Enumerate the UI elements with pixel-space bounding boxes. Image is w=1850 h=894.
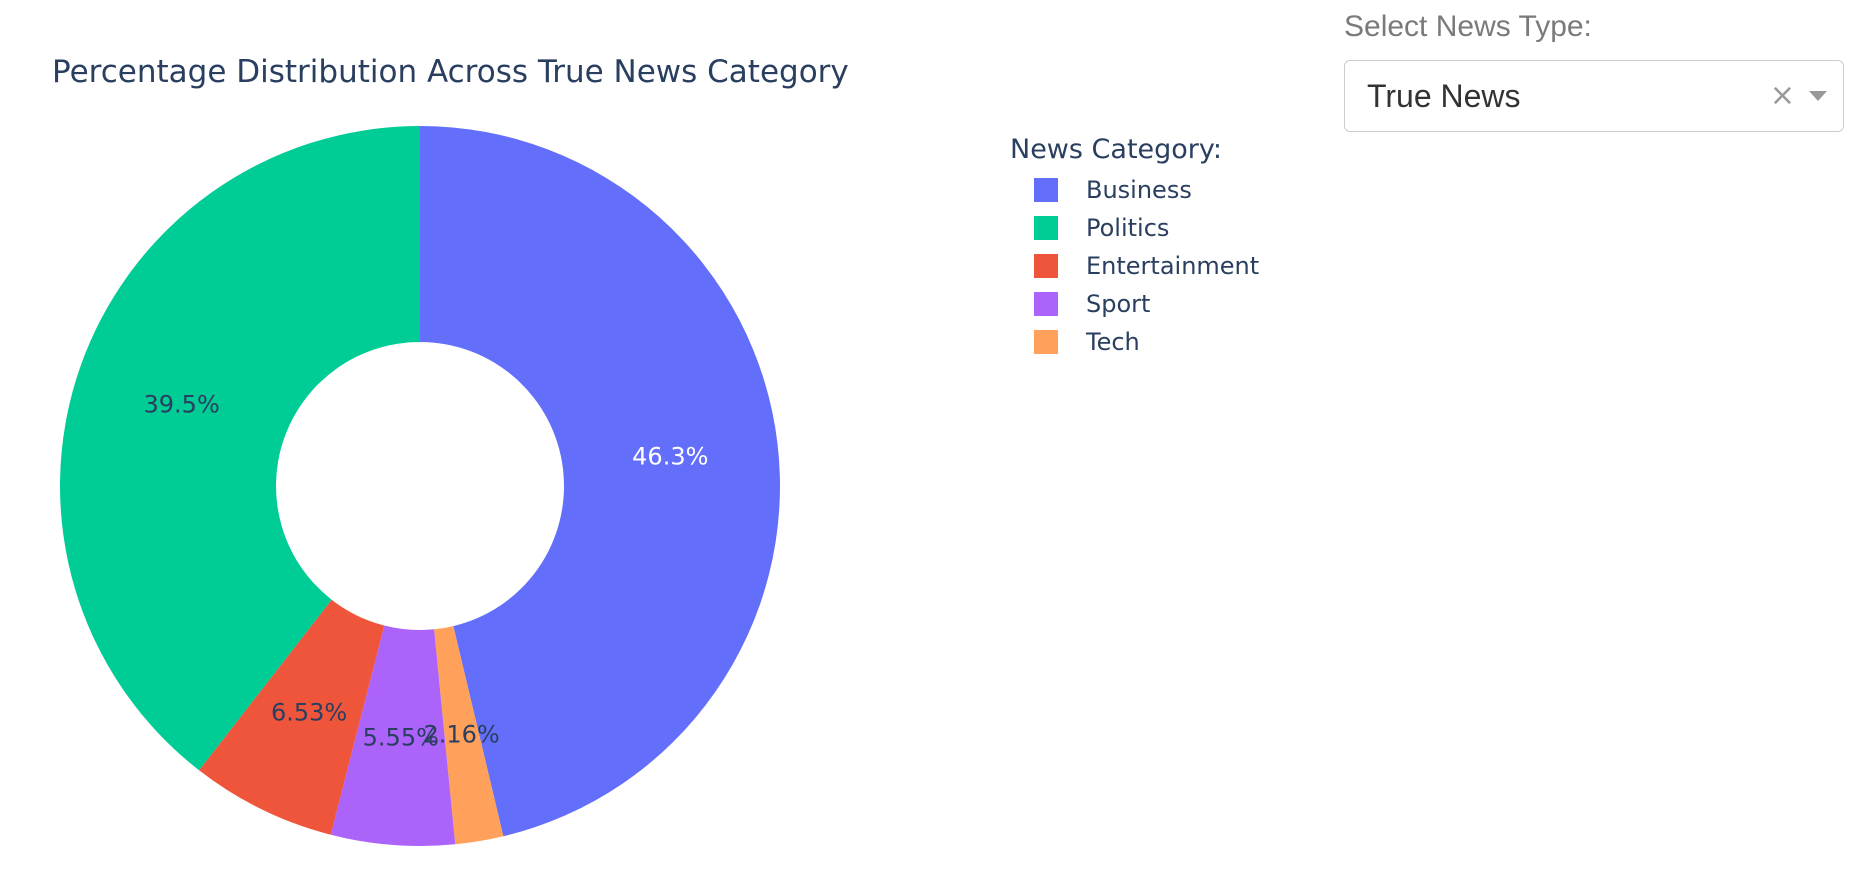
legend-title: News Category: [1010,134,1223,165]
legend-label: Tech [1086,328,1140,356]
pie-slice-labels: 46.3% 2.16%5.55% 6.53% 39.5% [144,390,709,751]
legend-item-business[interactable]: Business [1034,171,1259,209]
legend-item-sport[interactable]: Sport [1034,285,1259,323]
legend-item-politics[interactable]: Politics [1034,209,1259,247]
clear-icon[interactable]: × [1769,78,1795,113]
legend-label: Sport [1086,290,1151,318]
legend-label: Entertainment [1086,252,1260,280]
slice-label-entertainment: 6.53% [271,698,347,726]
selector-label: Select News Type: [1344,10,1592,43]
legend-swatch [1034,330,1058,354]
legend-item-entertainment[interactable]: Entertainment [1034,247,1259,285]
legend-swatch [1034,254,1058,278]
legend-label: Politics [1086,214,1170,242]
pie-slices [60,125,780,846]
chevron-down-icon[interactable] [1809,91,1827,101]
legend: News Category: Business Politics Entertain… [1010,134,1259,361]
news-type-dropdown[interactable]: True News × [1344,60,1844,132]
legend-swatch [1034,178,1058,202]
slice-label-politics: 39.5% [144,390,220,418]
pie-slice-sport[interactable] [330,625,456,846]
legend-items: Business Politics Entertainment Sport Tech [1010,171,1259,361]
legend-item-tech[interactable]: Tech [1034,323,1259,361]
dropdown-selected-value: True News [1367,77,1521,114]
legend-swatch [1034,216,1058,240]
slice-label-business: 46.3% [632,443,708,471]
pie-slice-politics[interactable] [60,125,421,771]
pie-slice-entertainment[interactable] [199,599,385,835]
news-type-selector: Select News Type: True News × [1344,10,1844,132]
pie-slice-tech[interactable] [434,626,504,845]
slice-label-sport: 5.55% [363,723,439,751]
slice-label-tech: 2.16% [423,721,499,749]
legend-swatch [1034,292,1058,316]
chart-title: Percentage Distribution Across True News… [52,54,849,90]
pie-chart: 46.3% 2.16%5.55% 6.53% 39.5% [60,125,780,846]
legend-label: Business [1086,176,1192,204]
pie-slice-business[interactable] [420,126,780,837]
